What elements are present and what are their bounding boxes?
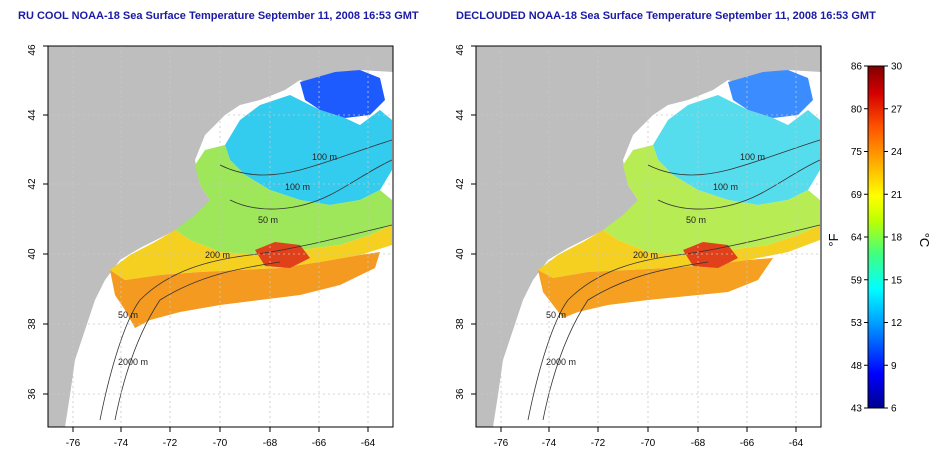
fahrenheit-tick-label: 53 xyxy=(851,318,863,329)
contour-label: 50 m xyxy=(546,310,566,320)
y-tick-label: 42 xyxy=(27,178,38,190)
celsius-tick-label: 21 xyxy=(891,190,903,201)
y-tick-label: 36 xyxy=(27,388,38,400)
x-tick-label: -76 xyxy=(494,438,509,449)
x-tick-label: -74 xyxy=(542,438,557,449)
colorbar-gradient xyxy=(867,65,885,409)
x-tick-label: -64 xyxy=(361,438,376,449)
land-mass xyxy=(476,46,821,427)
celsius-tick-label: 24 xyxy=(891,147,903,158)
celsius-tick-label: 12 xyxy=(891,318,903,329)
contour-label: 100 m xyxy=(312,152,337,162)
fahrenheit-tick-label: 69 xyxy=(851,190,863,201)
celsius-tick-label: 30 xyxy=(891,62,903,73)
temperature-colorbar: 86 30 80 27 75 24 69 21 64 18 59 15 53 12 48 9 43 6 °F °C xyxy=(826,62,932,415)
x-tick-label: -76 xyxy=(66,438,81,449)
x-tick-label: -64 xyxy=(789,438,804,449)
celsius-tick-label: 9 xyxy=(891,361,897,372)
x-tick-label: -68 xyxy=(691,438,706,449)
land-mass xyxy=(48,46,393,427)
x-tick-label: -66 xyxy=(740,438,755,449)
fahrenheit-tick-label: 43 xyxy=(851,404,863,415)
x-tick-label: -70 xyxy=(641,438,656,449)
contour-label: 50 m xyxy=(686,215,706,225)
sst-map-right: 100 m 100 m 50 m 200 m 50 m 2000 m -76 -… xyxy=(455,44,822,449)
map-title-right: DECLOUDED NOAA-18 Sea Surface Temperatur… xyxy=(456,10,876,22)
y-tick-label: 40 xyxy=(455,248,466,260)
y-tick-label: 46 xyxy=(455,44,466,56)
y-tick-label: 38 xyxy=(455,318,466,330)
contour-label: 50 m xyxy=(258,215,278,225)
contour-label: 50 m xyxy=(118,310,138,320)
celsius-tick-label: 15 xyxy=(891,275,903,286)
y-tick-label: 38 xyxy=(27,318,38,330)
y-tick-label: 40 xyxy=(27,248,38,260)
x-tick-label: -70 xyxy=(213,438,228,449)
contour-label: 200 m xyxy=(205,250,230,260)
fahrenheit-tick-label: 75 xyxy=(851,147,863,158)
map-title-left: RU COOL NOAA-18 Sea Surface Temperature … xyxy=(18,10,419,22)
y-tick-label: 46 xyxy=(27,44,38,56)
fahrenheit-tick-label: 59 xyxy=(851,275,863,286)
x-tick-label: -72 xyxy=(591,438,606,449)
contour-label: 2000 m xyxy=(118,357,148,367)
y-tick-label: 42 xyxy=(455,178,466,190)
fahrenheit-tick-label: 86 xyxy=(851,62,863,73)
contour-label: 2000 m xyxy=(546,357,576,367)
fahrenheit-tick-label: 80 xyxy=(851,104,863,115)
contour-label: 100 m xyxy=(713,182,738,192)
fahrenheit-tick-label: 64 xyxy=(851,233,863,244)
fahrenheit-unit-label: °F xyxy=(826,233,841,246)
x-tick-label: -66 xyxy=(312,438,327,449)
x-tick-label: -72 xyxy=(163,438,178,449)
x-tick-label: -74 xyxy=(114,438,129,449)
contour-label: 200 m xyxy=(633,250,658,260)
contour-label: 100 m xyxy=(740,152,765,162)
y-tick-label: 44 xyxy=(27,109,38,121)
celsius-unit-label: °C xyxy=(917,233,932,248)
sst-map-left: 100 m 100 m 50 m 200 m 50 m 2000 m -76 -… xyxy=(27,44,394,449)
celsius-tick-label: 18 xyxy=(891,233,903,244)
celsius-tick-label: 27 xyxy=(891,104,903,115)
contour-label: 100 m xyxy=(285,182,310,192)
fahrenheit-tick-label: 48 xyxy=(851,361,863,372)
y-tick-label: 44 xyxy=(455,109,466,121)
y-tick-label: 36 xyxy=(455,388,466,400)
x-tick-label: -68 xyxy=(263,438,278,449)
celsius-tick-label: 6 xyxy=(891,404,897,415)
